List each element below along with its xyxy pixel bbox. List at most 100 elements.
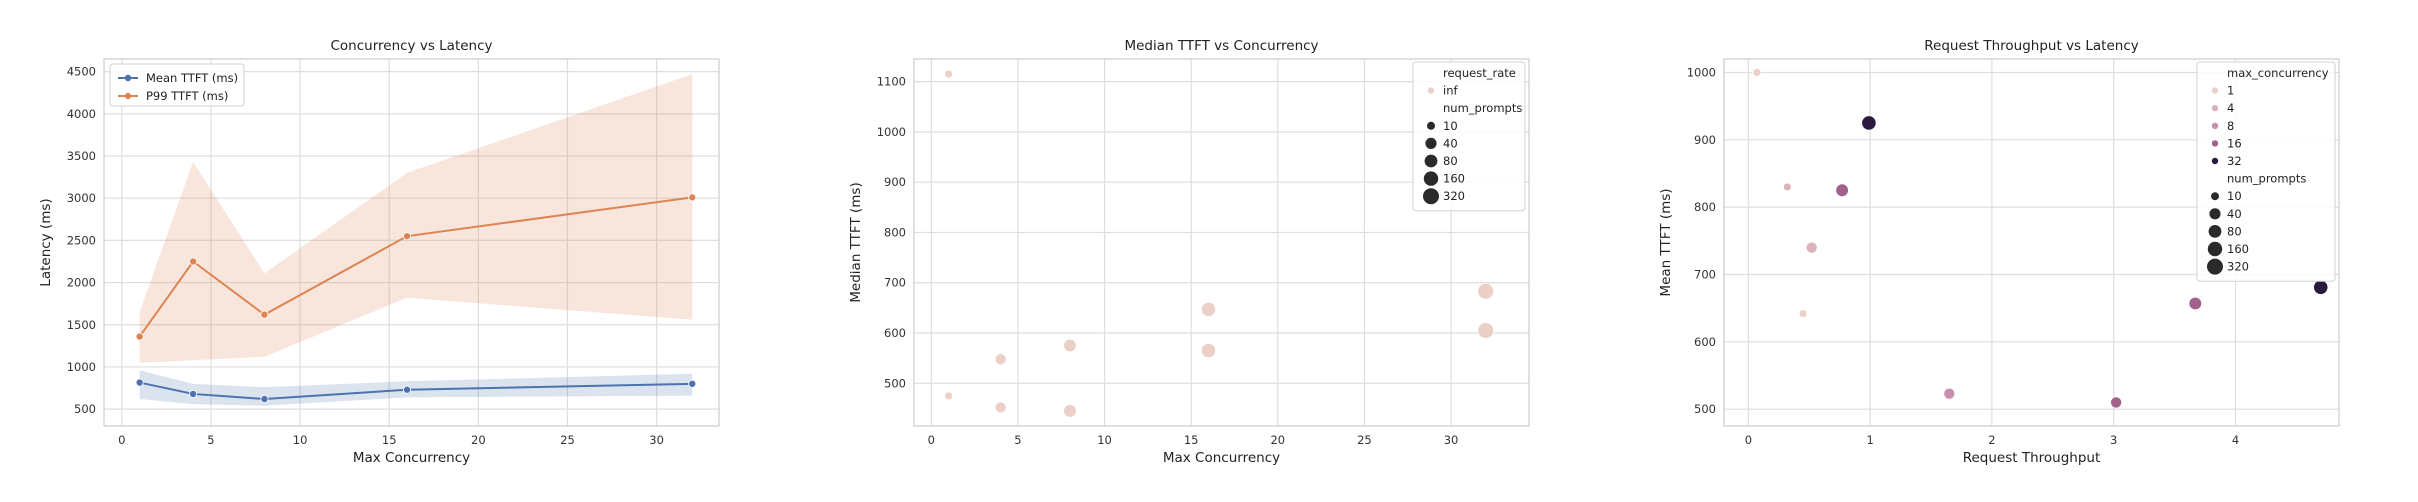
plot-frame [103,58,720,427]
x-tick-label: 0 [118,433,125,447]
y-tick-label: 900 [884,175,906,189]
x-tick-label: 15 [382,433,397,447]
legend-label: Mean TTFT (ms) [146,71,238,85]
scatter-point [1835,183,1849,198]
legend-hue-marker [2211,140,2219,147]
x-tick-label: 2 [1988,433,1995,447]
legend-hue-label: 4 [2227,101,2234,115]
y-tick-label: 500 [74,402,96,416]
scatter-point [994,401,1007,414]
scatter-point [2110,396,2123,409]
data-point [688,193,697,202]
legend-hue-label: 16 [2227,136,2242,150]
x-tick-label: 10 [293,433,308,447]
legend-size-label: 80 [2227,224,2242,238]
scatter-point [1861,115,1877,131]
legend-hue-marker [2211,122,2219,129]
legend-size-label: 80 [1443,154,1458,168]
x-tick-label: 0 [928,433,935,447]
y-tick-label: 900 [1694,133,1716,147]
scatter-point [1943,387,1956,400]
scatter-point [1200,342,1217,359]
scatter-point [1782,182,1792,192]
x-tick-label: 15 [1184,433,1199,447]
legend-size-marker [2207,241,2223,257]
confidence-band [139,370,693,406]
y-tick-label: 500 [884,376,906,390]
scatter-point [1063,404,1077,418]
y-tick-label: 2500 [67,233,96,247]
x-tick-label: 3 [2110,433,2117,447]
legend: max_concurrency 1 4 8 16 32 num_prompts 10 40 80 1… [2196,61,2336,282]
y-tick-label: 1000 [877,125,906,139]
data-point [403,232,412,241]
legend-size-title: num_prompts [1443,101,1522,115]
x-tick-label: 1 [1866,433,1873,447]
series-1 [139,370,693,406]
chart-title: Concurrency vs Latency [330,38,492,54]
scatter-point [1200,301,1217,317]
plot-area [104,59,719,426]
legend-size-label: 160 [1443,172,1465,186]
chart-2: 0 5 10 15 20 25 30 500 600 700 800 900 1000 1100 Media… [848,38,1530,466]
data-point [189,257,198,266]
x-tick-label: 20 [1270,433,1285,447]
legend-marker [124,92,132,100]
data-point [260,395,269,404]
legend-hue-marker [1427,87,1435,94]
legend-size-label: 40 [1443,136,1458,150]
x-tick-label: 25 [560,433,575,447]
legend-hue-marker [2211,87,2219,94]
y-tick-label: 800 [1694,200,1716,214]
y-tick-label: 3000 [67,191,96,205]
legend-marker [124,74,132,82]
legend-hue-label: 32 [2227,154,2242,168]
y-axis-label: Latency (ms) [38,198,54,286]
legend-size-marker [2207,258,2223,275]
legend-hue-label: inf [1443,84,1458,98]
y-tick-label: 500 [1694,402,1716,416]
data-point [135,332,144,341]
scatter-point [2188,296,2203,311]
x-tick-label: 10 [1097,433,1112,447]
x-tick-label: 0 [1745,433,1752,447]
data-point [189,389,198,398]
data-point [260,310,269,319]
chart-3: 0 1 2 3 4 500 600 700 800 900 1000 Request Throughp… [1658,38,2340,466]
scatter-point [944,391,954,401]
legend-hue-marker [2211,157,2219,165]
x-tick-label: 25 [1357,433,1372,447]
scatter-point [2313,279,2329,295]
scatter-point [1063,338,1077,353]
legend-hue-title: max_concurrency [2227,66,2329,80]
legend-hue-label: 1 [2227,84,2234,98]
scatter-point [1477,322,1495,339]
data-point [688,379,697,388]
y-tick-label: 600 [1694,335,1716,349]
legend-size-marker [1424,154,1438,168]
scatter-point [1477,282,1495,300]
scatter-point [1798,309,1808,318]
series-line-2 [135,193,697,341]
legend-box [1412,61,1526,212]
y-tick-label: 800 [884,225,906,239]
y-tick-label: 1100 [877,75,906,89]
legend-size-label: 10 [2227,189,2242,203]
plot-frame [1723,58,2340,427]
x-tick-label: 30 [649,433,664,447]
legend: Mean TTFT (ms) P99 TTFT (ms) [109,63,245,107]
legend-label: P99 TTFT (ms) [146,89,228,103]
scatter-point [1752,68,1762,77]
chart-1: 0 5 10 15 20 25 30 500 1000 1500 2000 2500 3000 3500 4… [38,38,720,466]
y-tick-label: 4000 [67,107,96,121]
legend-size-label: 40 [2227,207,2242,221]
legend-size-marker [2211,192,2219,201]
x-axis-label: Max Concurrency [353,450,470,466]
scatter-point [1805,241,1818,254]
points [944,69,1495,418]
y-tick-label: 600 [884,326,906,340]
legend-size-label: 320 [1443,189,1465,203]
y-tick-label: 700 [884,276,906,290]
legend-box [109,63,245,107]
